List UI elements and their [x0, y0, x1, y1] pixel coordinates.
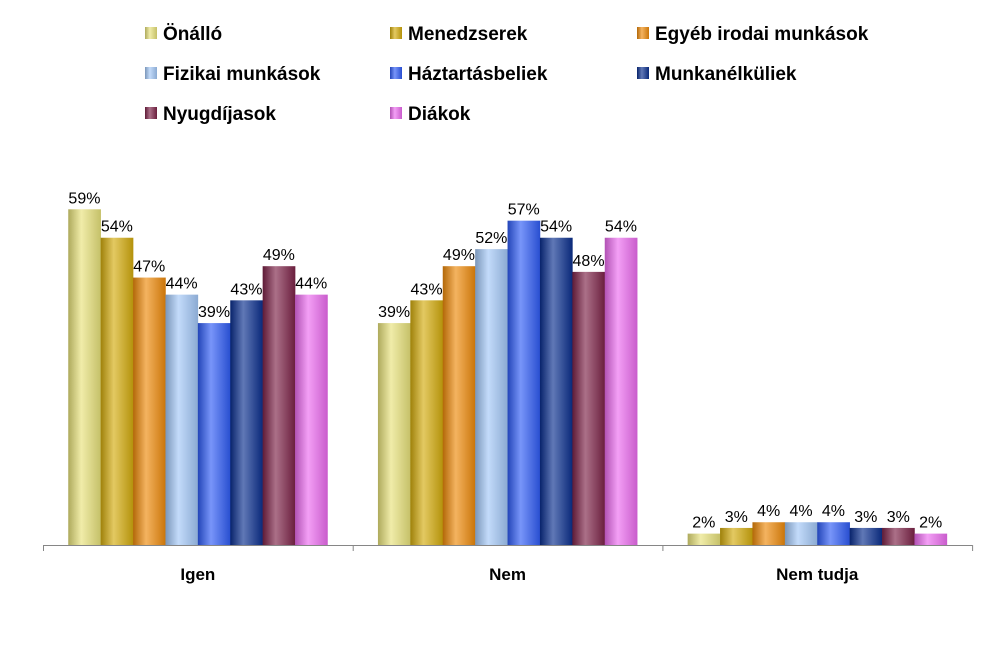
bar: [784, 522, 818, 545]
bar: [687, 533, 721, 545]
legend-swatch: [390, 27, 402, 39]
category-label: Igen: [180, 565, 215, 584]
bar: [230, 300, 263, 545]
data-label: 39%: [198, 304, 230, 321]
bar: [133, 277, 166, 545]
bar: [604, 237, 638, 546]
data-label: 57%: [508, 202, 540, 219]
bar: [475, 249, 508, 545]
data-label: 2%: [692, 515, 715, 532]
legend-swatch: [145, 27, 157, 39]
data-label: 54%: [101, 219, 133, 236]
bar: [882, 527, 915, 545]
data-label: 43%: [411, 281, 443, 298]
bar: [197, 323, 231, 545]
legend-label: Diákok: [408, 104, 471, 125]
data-label: 43%: [230, 281, 262, 298]
data-label: 4%: [757, 503, 780, 520]
data-label: 54%: [605, 219, 637, 236]
data-label: 49%: [443, 247, 475, 264]
legend-label: Fizikai munkások: [163, 64, 321, 85]
bar: [68, 209, 101, 546]
data-label: 3%: [854, 509, 877, 526]
bar: [442, 266, 476, 545]
legend-swatch: [390, 107, 402, 119]
data-label: 2%: [919, 515, 942, 532]
bar: [572, 271, 606, 545]
bar-area: 59%54%47%44%39%43%49%44%39%43%49%52%57%5…: [68, 190, 948, 546]
bar: [914, 533, 948, 545]
legend-swatch: [637, 67, 649, 79]
legend-label: Egyéb irodai munkások: [655, 24, 869, 45]
category-label: Nem tudja: [776, 565, 859, 584]
legend-swatch: [145, 107, 157, 119]
bar: [410, 300, 444, 545]
legend-label: Önálló: [163, 24, 222, 45]
data-label: 59%: [68, 190, 100, 207]
bar: [165, 294, 199, 545]
legend-swatch: [637, 27, 649, 39]
bar: [262, 266, 296, 545]
data-label: 3%: [725, 509, 748, 526]
bar: [100, 237, 134, 546]
data-label: 54%: [540, 219, 572, 236]
data-label: 4%: [789, 503, 812, 520]
legend-label: Nyugdíjasok: [163, 104, 276, 125]
bar: [539, 237, 573, 546]
bar: [817, 522, 850, 545]
data-label: 44%: [295, 276, 327, 293]
x-axis: Igen Nem Nem tudja: [43, 545, 974, 584]
data-label: 48%: [573, 253, 605, 270]
data-label: 4%: [822, 503, 845, 520]
data-label: 3%: [887, 509, 910, 526]
legend-label: Háztartásbeliek: [408, 64, 548, 85]
bar: [849, 527, 883, 545]
legend-swatch: [145, 67, 157, 79]
legend-swatch: [390, 67, 402, 79]
legend-label: Menedzserek: [408, 24, 528, 45]
bar: [507, 220, 541, 546]
data-label: 49%: [263, 247, 295, 264]
bar: [377, 323, 411, 545]
chart-legend: Önálló Menedzserek Egyéb irodai munkások Fi…: [145, 24, 869, 125]
data-label: 47%: [133, 259, 165, 276]
bar: [295, 294, 328, 545]
bar: [752, 522, 786, 545]
data-label: 52%: [475, 230, 507, 247]
data-label: 44%: [166, 276, 198, 293]
legend-label: Munkanélküliek: [655, 64, 797, 85]
bar: [720, 527, 753, 545]
data-label: 39%: [378, 304, 410, 321]
category-label: Nem: [489, 565, 526, 584]
